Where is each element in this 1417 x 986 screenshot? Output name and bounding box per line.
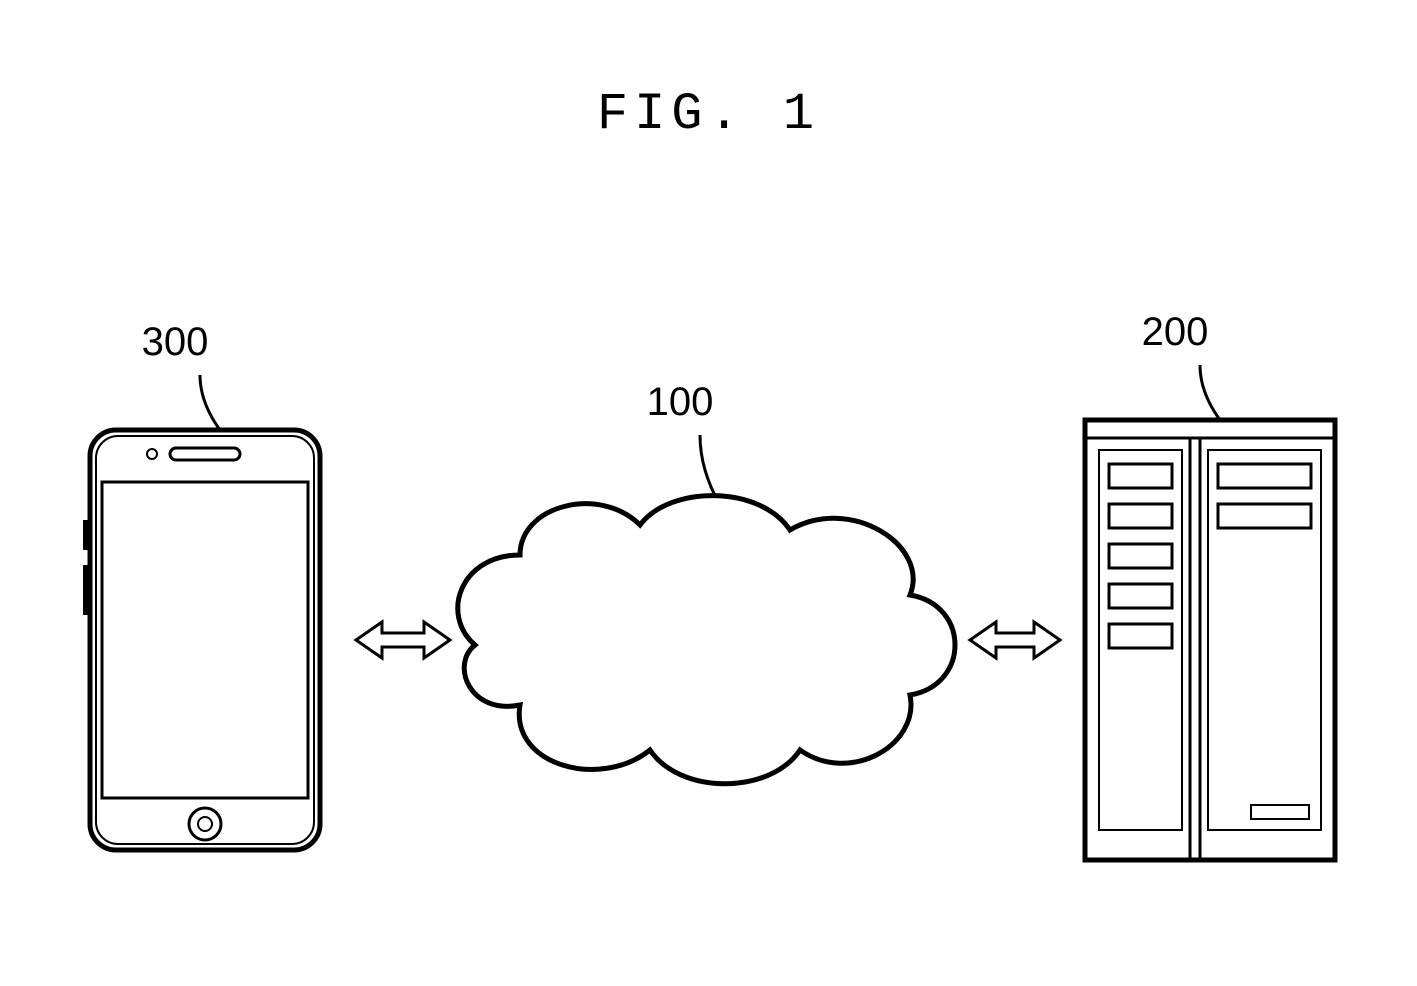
- drive-bay: [1218, 504, 1311, 528]
- bidirectional-arrow: [970, 622, 1060, 658]
- drive-bay: [1109, 584, 1172, 608]
- drive-bay: [1218, 464, 1311, 488]
- phone-speaker: [170, 448, 240, 460]
- drive-bay: [1109, 464, 1172, 488]
- phone-screen: [102, 482, 308, 798]
- drive-bay: [1109, 504, 1172, 528]
- bidirectional-arrow: [356, 622, 450, 658]
- drive-bay: [1109, 544, 1172, 568]
- cloud-shape: [458, 496, 955, 784]
- figure-canvas: FIG. 1 300 100 200 COMMUNICATIONS NETWOR…: [0, 0, 1417, 986]
- server-cabinet: [1085, 420, 1335, 860]
- diagram-svg: [0, 0, 1417, 986]
- phone-body: [90, 430, 320, 850]
- drive-bay: [1109, 624, 1172, 648]
- home-button-icon: [189, 808, 221, 840]
